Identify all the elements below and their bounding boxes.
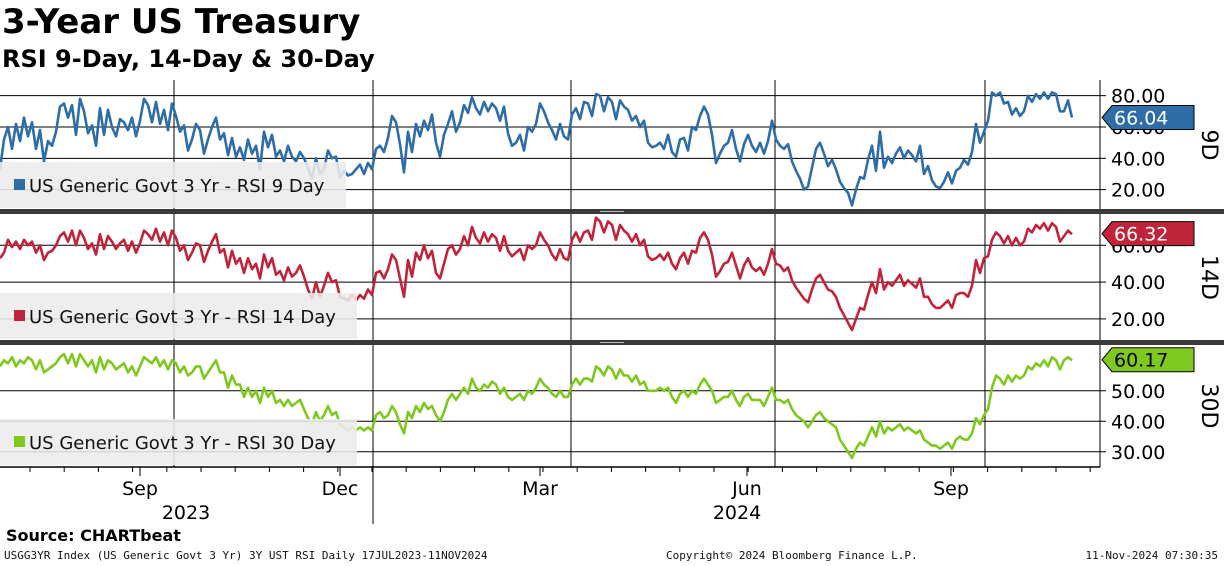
last-value-label: 66.32 [1114, 224, 1168, 246]
y-tick-label: 50.00 [1111, 381, 1165, 403]
copyright: Copyright© 2024 Bloomberg Finance L.P. [666, 549, 918, 562]
y-tick-label: 40.00 [1111, 411, 1165, 433]
x-tick-label: Jun [731, 478, 762, 500]
y-tick-label: 20.00 [1111, 309, 1165, 331]
chart-subtitle: RSI 9-Day, 14-Day & 30-Day [2, 45, 375, 73]
y-tick-label: 80.00 [1111, 86, 1165, 108]
legend-swatch [14, 179, 25, 190]
legend-label: US Generic Govt 3 Yr - RSI 30 Day [29, 433, 336, 454]
series-line-14d [0, 216, 1073, 332]
panel-30d: 30.00 40.00 50.00 US Generic Govt 3 Yr - RS… [0, 345, 1221, 467]
series-line-9d [0, 91, 1074, 207]
y-tick-label: 30.00 [1111, 442, 1165, 464]
series-line-30d [0, 352, 1073, 460]
legend-box [0, 419, 357, 465]
last-value-tag [1101, 105, 1195, 131]
panel-label: 30D [1196, 384, 1221, 429]
x-tick-label: Dec [322, 478, 359, 500]
index-info: USGG3YR Index (US Generic Govt 3 Yr) 3Y … [4, 549, 488, 562]
x-tick-label: Mar [522, 478, 558, 500]
legend-swatch [14, 436, 25, 447]
x-tick-label: Sep [122, 478, 158, 500]
panel-label: 14D [1196, 255, 1221, 300]
timestamp: 11-Nov-2024 07:30:35 [1085, 549, 1218, 562]
chart-title: 3-Year US Treasury [2, 2, 361, 42]
last-value-label: 66.04 [1114, 108, 1168, 130]
legend-swatch [14, 310, 25, 321]
last-value-label: 60.17 [1114, 350, 1168, 372]
y-tick-label: 20.00 [1111, 180, 1165, 202]
legend-label: US Generic Govt 3 Yr - RSI 14 Day [29, 307, 336, 328]
panel-label: 9D [1196, 130, 1221, 161]
last-value-tag [1101, 347, 1195, 373]
y-tick-label: 40.00 [1111, 148, 1165, 170]
legend-label: US Generic Govt 3 Yr - RSI 9 Day [29, 176, 325, 197]
legend-box [0, 293, 357, 339]
legend-box [0, 162, 346, 208]
x-year-label: 2023 [162, 502, 210, 524]
x-year-label: 2024 [713, 502, 761, 524]
source-note: Source: CHARTbeat [6, 526, 181, 545]
x-tick-label: Sep [933, 478, 969, 500]
last-value-tag [1101, 221, 1195, 247]
y-tick-label: 40.00 [1111, 272, 1165, 294]
